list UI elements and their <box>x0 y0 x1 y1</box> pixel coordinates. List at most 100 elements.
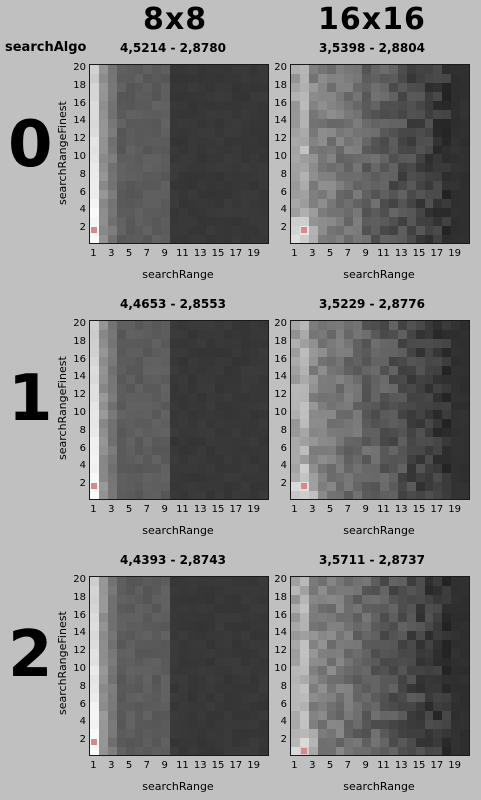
heatmap-cell <box>371 234 381 244</box>
heatmap-cell <box>353 383 363 393</box>
heatmap-cell <box>397 674 408 685</box>
heatmap-cell <box>397 216 408 226</box>
heatmap-cell <box>442 728 452 738</box>
heatmap-cell <box>406 216 417 226</box>
heatmap-cell <box>116 225 127 235</box>
heatmap-cell <box>291 692 301 703</box>
x-axis-label: searchRange <box>142 524 214 537</box>
heatmap-cell <box>90 91 100 102</box>
heatmap-cell <box>460 162 470 173</box>
heatmap-cell <box>460 365 470 375</box>
x-tick-label: 1 <box>90 248 97 259</box>
x-axis-label: searchRange <box>343 268 415 281</box>
heatmap-cell <box>214 683 224 694</box>
heatmap-cell <box>353 329 363 340</box>
heatmap-cell <box>353 418 363 429</box>
y-tick-label: 2 <box>280 478 287 490</box>
heatmap-cell <box>134 612 144 622</box>
heatmap-cell <box>451 427 461 438</box>
heatmap-cell <box>415 189 425 199</box>
heatmap-cell <box>161 666 171 676</box>
heatmap-cell <box>326 639 336 649</box>
heatmap-cell <box>415 666 425 676</box>
heatmap-cell <box>388 481 399 491</box>
heatmap-cell <box>308 737 319 747</box>
heatmap-cell <box>107 666 118 676</box>
heatmap-cell <box>259 365 269 375</box>
heatmap-cell <box>187 585 198 596</box>
heatmap-cell <box>406 180 417 191</box>
heatmap-cell <box>317 216 328 226</box>
heatmap-cell <box>460 418 470 429</box>
heatmap-cell <box>291 639 301 649</box>
heatmap-cell <box>371 585 381 596</box>
heatmap-cell <box>451 585 461 596</box>
heatmap-cell <box>223 585 233 596</box>
heatmap-cell <box>196 657 207 667</box>
heatmap-cell <box>259 463 269 473</box>
heatmap-cell <box>353 365 363 375</box>
heatmap-cell <box>371 630 381 640</box>
heatmap-cell <box>433 180 443 191</box>
y-tick-label: 4 <box>280 204 287 216</box>
heatmap-cell <box>371 701 381 711</box>
heatmap-cell <box>232 639 242 649</box>
heatmap-cell <box>406 225 417 235</box>
y-tick-label: 2 <box>79 222 86 234</box>
heatmap-cell <box>326 180 336 191</box>
heatmap-cell <box>299 136 310 146</box>
heatmap-cell <box>205 365 216 375</box>
heatmap-cell <box>299 436 310 447</box>
heatmap-cell <box>371 639 381 649</box>
heatmap-cell <box>299 427 310 438</box>
heatmap-cell <box>259 234 269 244</box>
heatmap-cell <box>250 329 260 340</box>
heatmap-cell <box>205 216 216 226</box>
y-tick-label: 14 <box>274 627 287 639</box>
heatmap-cell <box>161 374 171 384</box>
heatmap-cell <box>250 118 260 128</box>
heatmap-cell <box>250 719 260 729</box>
heatmap-cell <box>161 463 171 473</box>
heatmap-cell <box>388 91 399 102</box>
heatmap-cell <box>107 585 118 596</box>
heatmap-cell <box>179 234 189 244</box>
heatmap-cell <box>250 189 260 199</box>
heatmap-cell <box>451 639 461 649</box>
heatmap-cell <box>371 427 381 438</box>
heatmap-cell <box>232 427 242 438</box>
heatmap-cell <box>196 118 207 128</box>
heatmap-cell <box>362 490 372 500</box>
heatmap-cell <box>308 162 319 173</box>
heatmap-cell <box>143 180 153 191</box>
heatmap-cell <box>460 594 470 605</box>
heatmap-cell <box>380 427 390 438</box>
heatmap-cell <box>380 216 390 226</box>
heatmap-cell <box>406 481 417 491</box>
heatmap-cell <box>134 648 144 658</box>
heatmap-cell <box>380 100 390 110</box>
heatmap-cell <box>250 737 260 747</box>
heatmap-cell <box>388 577 399 587</box>
heatmap-cell <box>433 356 443 366</box>
heatmap-cell <box>353 321 363 331</box>
heatmap-cell <box>241 338 251 349</box>
heatmap-cell <box>179 639 189 649</box>
heatmap-cell <box>353 463 363 473</box>
heatmap-cell <box>388 701 399 711</box>
heatmap-cell <box>344 109 354 119</box>
heatmap-cell <box>406 329 417 340</box>
x-tick-label: 5 <box>125 504 133 515</box>
heatmap-cell <box>460 329 470 340</box>
heatmap-cell <box>205 577 216 587</box>
heatmap-cell <box>134 463 144 473</box>
heatmap-cell <box>205 73 216 84</box>
heatmap-cell <box>344 207 354 217</box>
heatmap-cell <box>344 603 354 614</box>
heatmap-cell <box>451 109 461 119</box>
heatmap-cell <box>107 374 118 384</box>
heatmap-cell <box>214 666 224 676</box>
heatmap-cell <box>179 82 189 93</box>
heatmap-cell <box>187 603 198 614</box>
heatmap-cell <box>344 136 354 146</box>
